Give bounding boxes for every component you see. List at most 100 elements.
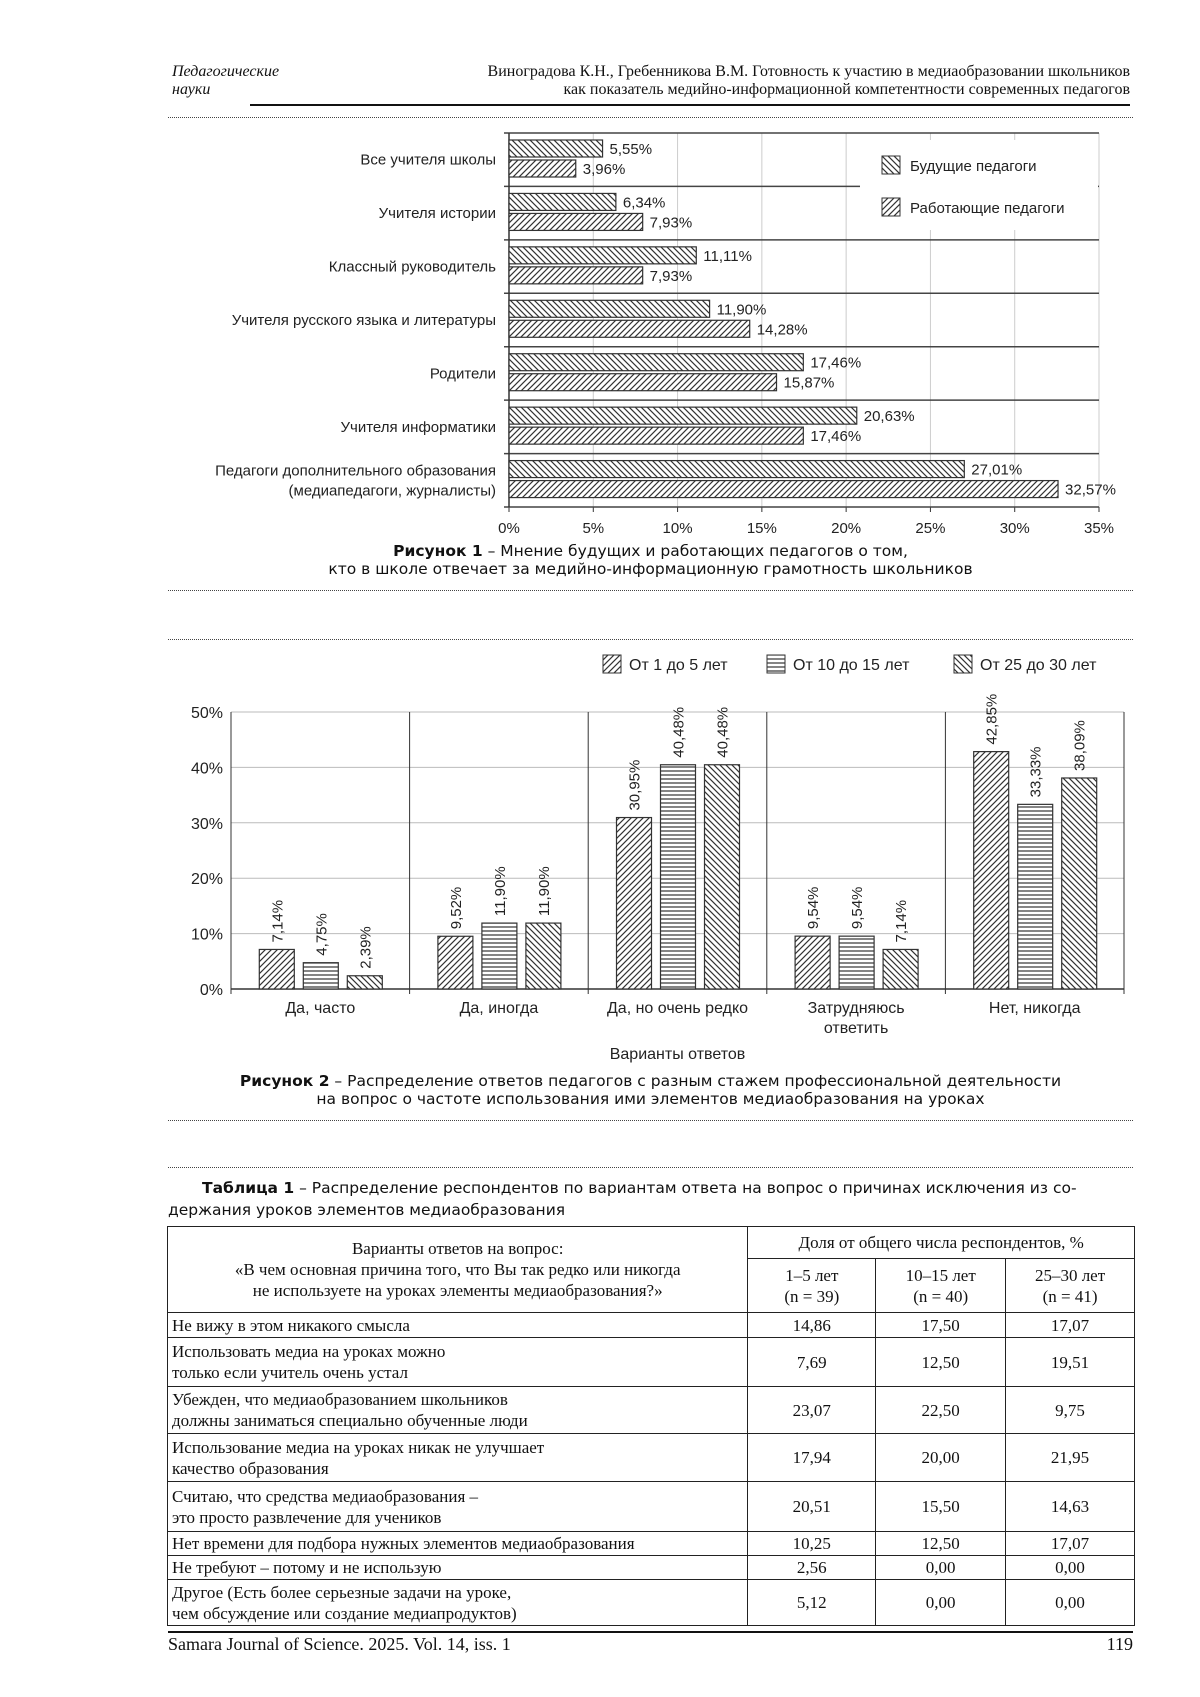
data-label: 17,46%: [810, 428, 861, 445]
value-cell: 10,25: [747, 1531, 877, 1556]
column-label: 25–30 лет: [1034, 1265, 1106, 1285]
data-label: 7,93%: [650, 268, 693, 285]
value-cell: 15,50: [875, 1481, 1007, 1532]
value-cell: 0,00: [1005, 1579, 1135, 1626]
bar: [508, 266, 644, 285]
caption-text: кто в школе отвечает за медийно-информац…: [328, 560, 973, 578]
answer-text: чем обсуждение или создание медиапродукт…: [172, 1603, 517, 1623]
footer-rule: [168, 1631, 1133, 1633]
figure-1-chart: 0% 5% 10% 15% 20% 25% 30% 35% Все учителя школы 5…: [215, 132, 1116, 537]
data-label: 7,14%: [269, 900, 286, 943]
answer-cell: Использование медиа на уроках никак не у…: [166, 1433, 749, 1482]
value-cell: 22,50: [875, 1386, 1007, 1434]
column-header: 10–15 лет (n = 40): [875, 1258, 1007, 1313]
data-label: 20,63%: [864, 408, 915, 425]
data-label: 9,54%: [849, 887, 866, 930]
data-label: 11,90%: [536, 866, 553, 916]
legend-swatch: [766, 654, 786, 674]
bar: [508, 246, 697, 265]
data-label: 7,93%: [650, 214, 693, 231]
bar: [508, 299, 711, 318]
bar: [508, 426, 804, 445]
footer-journal: Samara Journal of Science. 2025. Vol. 14…: [168, 1634, 511, 1654]
bar: [508, 353, 804, 372]
bar: [508, 159, 577, 178]
value-cell: 7,69: [747, 1337, 877, 1387]
value-cell: 0,00: [875, 1579, 1007, 1626]
divider: [168, 117, 1133, 118]
bar: [973, 751, 1010, 990]
bar: [1061, 777, 1098, 990]
value-cell: 12,50: [875, 1337, 1007, 1387]
bar: [302, 962, 339, 990]
table-row: Не требуют – потому и не использую 2,56 0,…: [166, 1555, 1135, 1580]
bar: [508, 212, 644, 232]
header-question: Варианты ответов на вопрос: «В чем основ…: [166, 1226, 749, 1313]
bar: [508, 459, 965, 479]
bar: [508, 319, 751, 338]
data-label: 4,75%: [313, 913, 330, 956]
x-tick-label: 35%: [1084, 520, 1114, 537]
legend-label: От 10 до 15 лет: [793, 657, 910, 674]
figure-2-caption: Рисунок 2 – Распределение ответов педаго…: [168, 1072, 1133, 1108]
data-label: 6,34%: [623, 194, 666, 211]
column-header: 1–5 лет (n = 39): [747, 1258, 877, 1313]
y-tick-label: 50%: [191, 705, 223, 722]
caption-text: на вопрос о частоте использования ими эл…: [316, 1090, 985, 1108]
x-tick-label: 25%: [915, 520, 945, 537]
answer-text: Не вижу в этом никакого смысла: [172, 1315, 410, 1335]
divider: [168, 1120, 1133, 1121]
category-label: Да, но очень редко: [607, 1000, 748, 1017]
category-label: ответить: [824, 1020, 889, 1037]
divider: [168, 1167, 1133, 1168]
value-cell: 0,00: [875, 1555, 1007, 1580]
answer-cell: Убежден, что медиаобразованием школьнико…: [166, 1386, 749, 1434]
caption-text: – Мнение будущих и работающих педагогов …: [482, 542, 908, 560]
value-cell: 17,07: [1005, 1312, 1135, 1338]
answer-text: Не требуют – потому и не использую: [172, 1558, 442, 1577]
answer-cell: Не требуют – потому и не использую: [166, 1555, 749, 1580]
answer-cell: Не вижу в этом никакого смысла: [166, 1312, 749, 1338]
header-rule: [250, 104, 1130, 106]
category-label: (медиапедагоги, журналисты): [289, 482, 496, 499]
data-label: 40,48%: [715, 707, 732, 758]
answer-cell: Другое (Есть более серьезные задачи на у…: [166, 1579, 749, 1626]
answer-text: качество образования: [172, 1458, 329, 1478]
category-label: Учителя русского языка и литературы: [232, 312, 496, 329]
answer-text: только если учитель очень устал: [172, 1363, 408, 1382]
caption-label: Рисунок 1: [393, 542, 483, 560]
data-label: 9,54%: [805, 887, 822, 930]
answer-text: это просто развлечение для учеников: [172, 1507, 442, 1527]
bar: [615, 816, 653, 990]
answer-text: Другое (Есть более серьезные задачи на у…: [172, 1582, 512, 1602]
category-label: Учителя информатики: [340, 419, 496, 436]
legend-label: От 1 до 5 лет: [629, 657, 728, 674]
answer-text: Убежден, что медиаобразованием школьнико…: [172, 1390, 508, 1409]
divider: [168, 639, 1133, 640]
x-tick-label: 30%: [1000, 520, 1030, 537]
bar: [794, 935, 831, 990]
table-row: Считаю, что средства медиаобразования – э…: [166, 1481, 1135, 1532]
data-label: 15,87%: [784, 375, 835, 392]
table-row: Использование медиа на уроках никак не у…: [166, 1433, 1135, 1482]
legend-label: От 25 до 30 лет: [980, 657, 1097, 674]
answer-text: Нет времени для подбора нужных элементов…: [172, 1534, 635, 1553]
x-tick-label: 20%: [831, 520, 861, 537]
category-label: Родители: [430, 365, 496, 382]
data-label: 27,01%: [971, 462, 1022, 479]
figure-1-caption: Рисунок 1 – Мнение будущих и работающих …: [168, 542, 1133, 578]
answer-text: должны заниматься специально обученные л…: [172, 1411, 528, 1430]
data-label: 17,46%: [810, 355, 861, 372]
bar: [481, 922, 518, 990]
table-1: Варианты ответов на вопрос: «В чем основ…: [166, 1226, 1135, 1626]
answer-cell: Считаю, что средства медиаобразования – э…: [166, 1481, 749, 1532]
value-cell: 19,51: [1005, 1337, 1135, 1387]
y-tick-label: 0%: [200, 982, 223, 999]
bar: [703, 764, 741, 990]
answer-text: Считаю, что средства медиаобразования –: [172, 1486, 479, 1506]
bar: [508, 479, 1059, 499]
data-label: 7,14%: [893, 900, 910, 943]
data-label: 11,90%: [717, 301, 767, 318]
column-n: (n = 39): [784, 1286, 840, 1306]
